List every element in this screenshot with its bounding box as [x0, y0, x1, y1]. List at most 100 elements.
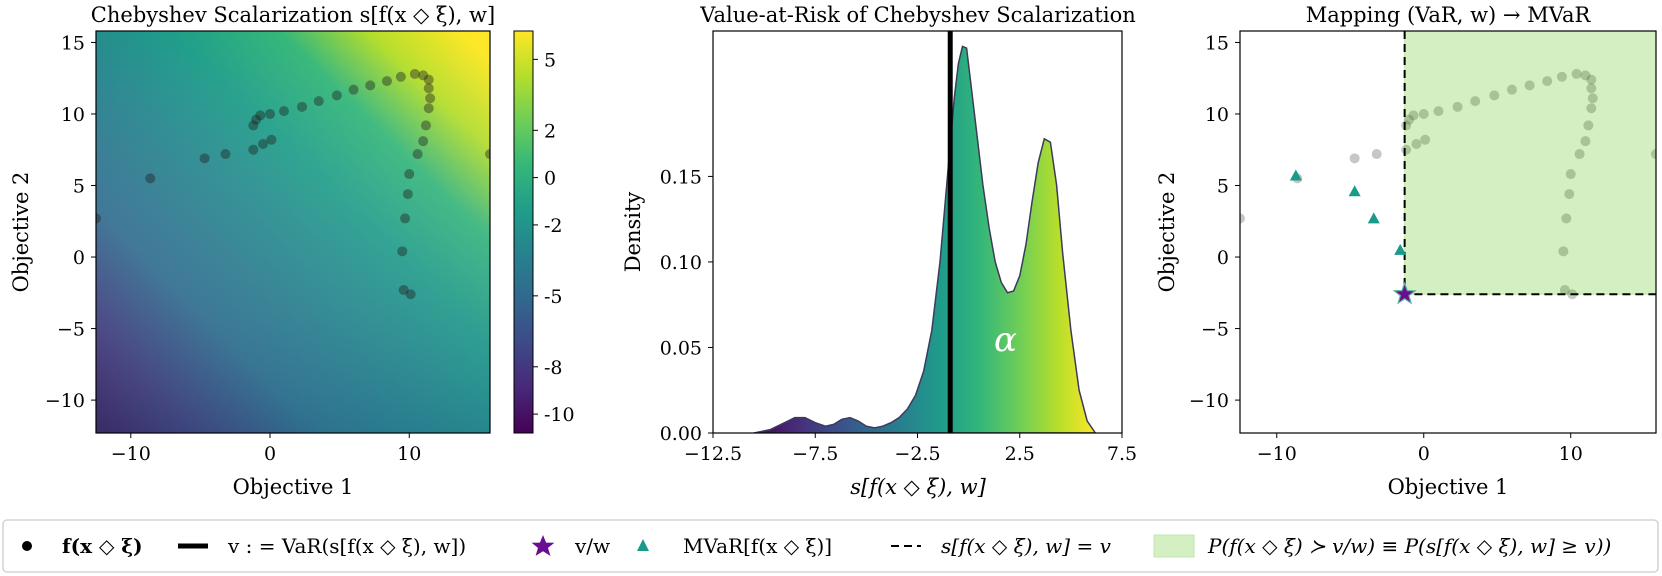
- y-tick-label: 15: [61, 32, 85, 54]
- colorbar-tick-label: -8: [544, 357, 563, 379]
- left-x-axis: −10 0 10: [111, 433, 421, 465]
- scatter-point: [418, 136, 429, 147]
- legend-patch-marker: [1153, 534, 1195, 558]
- scatter-point: [1558, 246, 1569, 257]
- scatter-point: [297, 101, 308, 112]
- colorbar-tick-label: -2: [544, 215, 563, 237]
- colorbar-tick-label: -5: [544, 286, 563, 308]
- x-tick-label: 7.5: [1107, 443, 1137, 465]
- scatter-point: [1433, 106, 1444, 117]
- x-tick-label: 0: [264, 443, 276, 465]
- scatter-point: [331, 90, 342, 101]
- y-tick-label: 10: [61, 104, 85, 126]
- scatter-point: [265, 108, 276, 119]
- scatter-point: [1574, 149, 1585, 160]
- scatter-point: [1542, 76, 1553, 87]
- y-tick-label: −10: [45, 390, 85, 412]
- scatter-point: [1401, 120, 1412, 131]
- scatter-point: [1371, 149, 1382, 160]
- scatter-point: [485, 149, 490, 160]
- scatter-point: [423, 83, 434, 94]
- left-panel: Chebyshev Scalarization s[f(x ◇ ξ), w] −…: [9, 3, 575, 499]
- scatter-point: [405, 289, 416, 300]
- scatter-point: [1561, 213, 1572, 224]
- scatter-point: [1411, 139, 1422, 150]
- scatter-point: [1420, 134, 1431, 145]
- y-tick-label: 5: [73, 176, 85, 198]
- x-tick-label: −12.5: [684, 443, 742, 465]
- colorbar-tick-label: 5: [544, 49, 556, 71]
- y-tick-label: 10: [1205, 104, 1229, 126]
- y-tick-label: 0.05: [660, 337, 702, 359]
- scatter-point: [251, 114, 262, 125]
- y-tick-label: 5: [1217, 176, 1229, 198]
- dominated-region: [1404, 31, 1656, 295]
- scatter-point: [348, 84, 359, 95]
- legend-label-star: v/w: [574, 534, 610, 558]
- legend-triangle-marker: [637, 539, 649, 551]
- scatter-point: [1586, 83, 1597, 94]
- scatter-point: [1401, 144, 1412, 155]
- scatter-point: [423, 74, 434, 85]
- scatter-point: [1564, 189, 1575, 200]
- scatter-point: [1565, 169, 1576, 180]
- legend-dot-marker: [22, 541, 32, 551]
- var-over-w-star: [1392, 281, 1417, 305]
- right-title: Mapping (VaR, w) → MVaR: [1306, 3, 1592, 27]
- scatter-point: [425, 93, 436, 104]
- x-tick-label: 10: [1559, 443, 1583, 465]
- scatter-point: [404, 169, 415, 180]
- scatter-point: [1452, 101, 1463, 112]
- x-tick-label: −10: [111, 443, 151, 465]
- legend-label-var: v : = VaR(s[f(x ◇ ξ), w]): [227, 534, 466, 558]
- middle-title: Value-at-Risk of Chebyshev Scalarization: [699, 3, 1136, 27]
- scatter-point: [313, 96, 324, 107]
- mvar-triangle: [1394, 243, 1407, 255]
- y-tick-label: 0.00: [660, 423, 702, 445]
- scatter-point: [220, 149, 231, 160]
- density-area: [753, 45, 1097, 433]
- middle-panel: Value-at-Risk of Chebyshev Scalarization…: [621, 3, 1137, 499]
- left-y-axis: −10 −5 0 5 10 15: [45, 32, 96, 412]
- scatter-point: [1524, 80, 1535, 91]
- mvar-triangles: [1289, 169, 1411, 300]
- scatter-point: [418, 70, 429, 81]
- scatter-point: [423, 103, 434, 114]
- right-x-axis: −10 0 10: [1257, 433, 1583, 465]
- legend-star-marker: [531, 535, 555, 556]
- left-axes-frame: [95, 30, 491, 434]
- mvar-triangle: [1289, 169, 1302, 181]
- scatter-point: [1470, 96, 1481, 107]
- x-tick-label: 0: [1418, 443, 1430, 465]
- x-tick-label: 2.5: [1005, 443, 1035, 465]
- scatter-point: [1418, 108, 1429, 119]
- x-tick-label: −2.5: [894, 443, 940, 465]
- scatter-point: [1506, 84, 1517, 95]
- scatter-point: [1583, 120, 1594, 131]
- y-tick-label: 0: [73, 247, 85, 269]
- left-heatmap-shade: [96, 31, 490, 433]
- scatter-point: [96, 213, 101, 224]
- scatter-point: [1571, 68, 1582, 79]
- middle-ylabel: Density: [621, 192, 645, 273]
- left-xlabel: Objective 1: [233, 475, 354, 499]
- alpha-annotation: α: [994, 320, 1017, 360]
- legend-label-mvar: MVaR[f(x ◇ ξ)]: [683, 534, 832, 558]
- colorbar-tick-label: -10: [544, 404, 575, 426]
- right-panel: Mapping (VaR, w) → MVaR −10 0 10 −10 −5 0 5 10…: [1155, 3, 1657, 499]
- scatter-point: [1408, 110, 1419, 121]
- scatter-point: [278, 106, 289, 117]
- scatter-point: [1349, 153, 1360, 164]
- scatter-point: [397, 246, 408, 257]
- legend-box: [2, 519, 1659, 573]
- scatter-point: [402, 189, 413, 200]
- right-ylabel: Objective 2: [1155, 172, 1179, 293]
- y-tick-label: 15: [1205, 32, 1229, 54]
- scatter-point: [1586, 74, 1597, 85]
- scatter-point: [1587, 93, 1598, 104]
- x-tick-label: −7.5: [792, 443, 838, 465]
- scatter-point: [255, 110, 266, 121]
- y-tick-label: 0.10: [660, 252, 702, 274]
- scatter-point: [412, 149, 423, 160]
